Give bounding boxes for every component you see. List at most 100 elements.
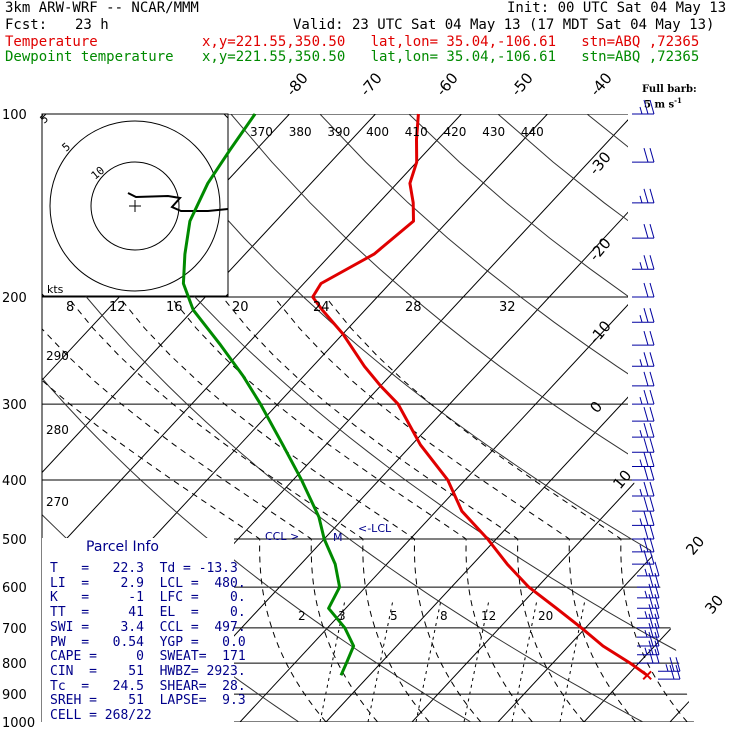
moist-adiabat <box>170 296 533 722</box>
mixing-ratio-label: 20 <box>538 609 553 623</box>
barb-half <box>639 488 643 497</box>
barb-flag <box>648 561 654 577</box>
wind-barb <box>632 452 655 468</box>
theta-label: 380 <box>289 125 312 139</box>
barb-half <box>644 568 648 577</box>
dry-adiabat <box>586 114 694 722</box>
wind-barb <box>637 613 660 629</box>
pressure-tick-label: 1000 <box>2 716 35 731</box>
wind-barb <box>632 497 655 512</box>
barb-flag <box>643 452 649 467</box>
barb-flag <box>643 406 649 422</box>
parcel-info-row: Tc = 24.5 SHEAR= 28. <box>50 678 246 694</box>
barb-flag <box>648 594 654 609</box>
wind-barb <box>632 481 655 497</box>
pressure-tick-label: 100 <box>2 108 27 123</box>
barb-flag <box>643 438 649 453</box>
hodo-speed-label: 32 <box>499 300 516 315</box>
barb-flag <box>654 640 660 655</box>
barb-flag <box>643 537 649 552</box>
moist-adiabat <box>42 296 327 722</box>
barb-flag <box>643 352 649 367</box>
isotherm-line <box>669 114 694 722</box>
wind-barb <box>632 423 655 438</box>
wind-barb <box>632 223 655 239</box>
moist-adiabat <box>67 296 430 722</box>
barb-flag <box>643 423 649 438</box>
wind-barb <box>637 561 660 577</box>
isotherm-line <box>325 114 694 722</box>
isotherm-label: -40 <box>586 69 616 99</box>
wind-barb <box>637 640 660 656</box>
mixing-ratio-label: 8 <box>440 609 448 623</box>
barb-flag <box>654 604 660 619</box>
barb-flag <box>643 497 649 512</box>
dewpoint-line <box>181 113 356 676</box>
init-time: Init: 00 UTC Sat 04 May 13 <box>507 0 727 16</box>
dewpoint-location: x,y=221.55,350.50 lat,lon= 35.04,-106.61… <box>202 49 700 65</box>
barb-flag <box>643 524 649 540</box>
model-title: 3km ARW-WRF -- NCAR/MMM <box>5 0 199 16</box>
barb-flag <box>648 583 654 599</box>
theta-label: 410 <box>405 125 428 139</box>
barb-flag <box>648 604 654 619</box>
pressure-tick-label: 400 <box>2 474 27 489</box>
valid-time: Valid: 23 UTC Sat 04 May 13 (17 MDT Sat … <box>293 17 715 33</box>
barb-flag <box>649 481 655 497</box>
barb-flag <box>648 572 654 588</box>
mixing-ratio-label: 2 <box>298 609 306 623</box>
pressure-tick-label: 900 <box>2 688 27 703</box>
barb-half <box>639 106 643 115</box>
barb-flag <box>643 550 649 565</box>
barb-flag <box>643 331 649 346</box>
barb-flag <box>654 631 660 647</box>
barb-flag <box>643 465 649 481</box>
wind-barb <box>632 308 655 323</box>
theta-left-label: 280 <box>46 423 69 437</box>
wind-barb <box>632 331 655 346</box>
wind-barb <box>632 511 655 526</box>
wind-barb <box>637 622 660 638</box>
barb-flag <box>649 308 655 323</box>
barb-flag <box>654 594 660 609</box>
theta-label: 430 <box>482 125 505 139</box>
hodograph-ring <box>90 161 180 251</box>
barb-half <box>639 195 643 203</box>
hodo-units-label: kts <box>47 283 64 296</box>
barb-flag <box>669 664 675 680</box>
isotherm-label: 30 <box>701 591 727 617</box>
wind-barb <box>637 572 660 588</box>
barb-flag <box>643 188 649 203</box>
barb-flag <box>649 423 655 438</box>
wind-barb <box>632 371 655 387</box>
barb-flag <box>648 640 654 655</box>
isotherm-line <box>239 114 694 722</box>
pressure-tick-label: 200 <box>2 291 27 306</box>
barb-flag <box>669 657 675 672</box>
barb-flag <box>649 537 655 552</box>
barb-flag <box>649 99 655 115</box>
parcel-info-title: Parcel Info <box>86 539 159 555</box>
wind-barb <box>637 604 660 619</box>
barb-flag <box>643 148 649 163</box>
barb-flag <box>649 255 655 270</box>
barb-flag <box>649 331 655 346</box>
barb-flag <box>675 657 681 672</box>
pressure-tick-label: 300 <box>2 398 27 413</box>
barb-flag <box>649 389 655 405</box>
forecast-hours: 23 h <box>75 17 109 33</box>
hodo-speed-label: 12 <box>109 300 126 315</box>
temperature-location: x,y=221.55,350.50 lat,lon= 35.04,-106.61… <box>202 34 700 50</box>
theta-label: 400 <box>366 125 389 139</box>
mixing-ratio-label: 3 <box>338 609 346 623</box>
hodograph-ring <box>49 120 221 292</box>
hodo-speed-label: 28 <box>405 300 422 315</box>
dry-adiabat <box>42 114 644 722</box>
barb-flag <box>643 255 649 270</box>
parcel-info-row: CAPE = 0 SWEAT= 171 <box>50 649 246 665</box>
moist-adiabat <box>273 296 636 722</box>
wind-barb <box>637 631 660 647</box>
moist-adiabat <box>42 296 378 722</box>
mixing-ratio-line <box>511 599 538 722</box>
parcel-info-row: CIN = 51 HWBZ= 2923. <box>50 663 246 679</box>
